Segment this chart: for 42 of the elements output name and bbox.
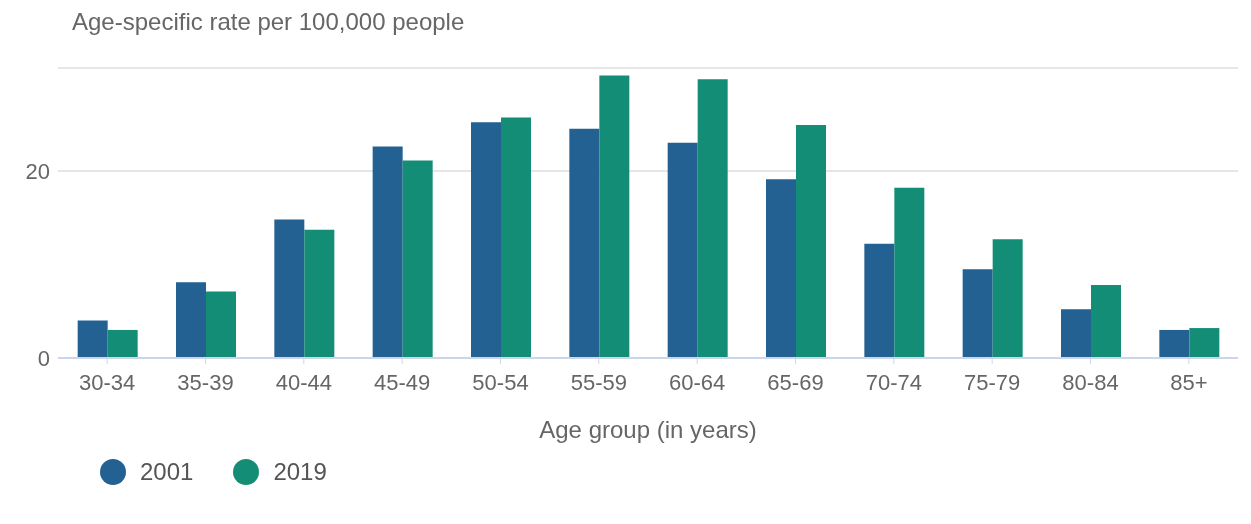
x-tick-label: 60-64 (669, 369, 726, 395)
bar (304, 229, 335, 358)
bar (206, 291, 236, 358)
x-tick-label: 75-79 (964, 369, 1021, 395)
x-tick-label: 40-44 (275, 369, 332, 395)
bar (1159, 329, 1190, 358)
legend-label: 2001 (140, 458, 194, 486)
x-tick-label: 70-74 (865, 369, 922, 395)
bar (77, 320, 108, 358)
bar (894, 187, 925, 358)
bar (1061, 309, 1091, 358)
x-tick-label: 80-84 (1062, 369, 1119, 395)
bar (274, 219, 305, 358)
bar (599, 75, 630, 358)
bar (766, 179, 796, 358)
x-axis-title: Age group (in years) (539, 416, 757, 443)
bar (107, 329, 138, 358)
bar (1091, 285, 1121, 358)
bar (1189, 328, 1220, 358)
x-tick-label: 35-39 (177, 369, 234, 395)
y-tick-label: 0 (37, 345, 50, 371)
bar (471, 122, 501, 358)
bar (667, 142, 698, 358)
x-tick-label: 65-69 (767, 369, 824, 395)
bar (796, 125, 826, 358)
legend-label: 2019 (273, 458, 327, 486)
y-axis-title: Age-specific rate per 100,000 people (71, 8, 466, 37)
bar (402, 160, 433, 358)
bar (569, 128, 600, 358)
x-tick-label: 55-59 (570, 369, 627, 395)
x-tick-label: 85+ (1170, 369, 1208, 395)
x-tick-label: 50-54 (472, 369, 529, 395)
bar (962, 269, 993, 358)
bar (176, 282, 206, 358)
bar (697, 79, 728, 358)
bar (992, 239, 1023, 358)
x-tick-label: 30-34 (79, 369, 136, 395)
bar (501, 117, 531, 358)
bar (372, 146, 403, 358)
x-tick-label: 45-49 (374, 369, 431, 395)
bar (864, 243, 895, 358)
y-tick-label: 20 (25, 158, 50, 184)
